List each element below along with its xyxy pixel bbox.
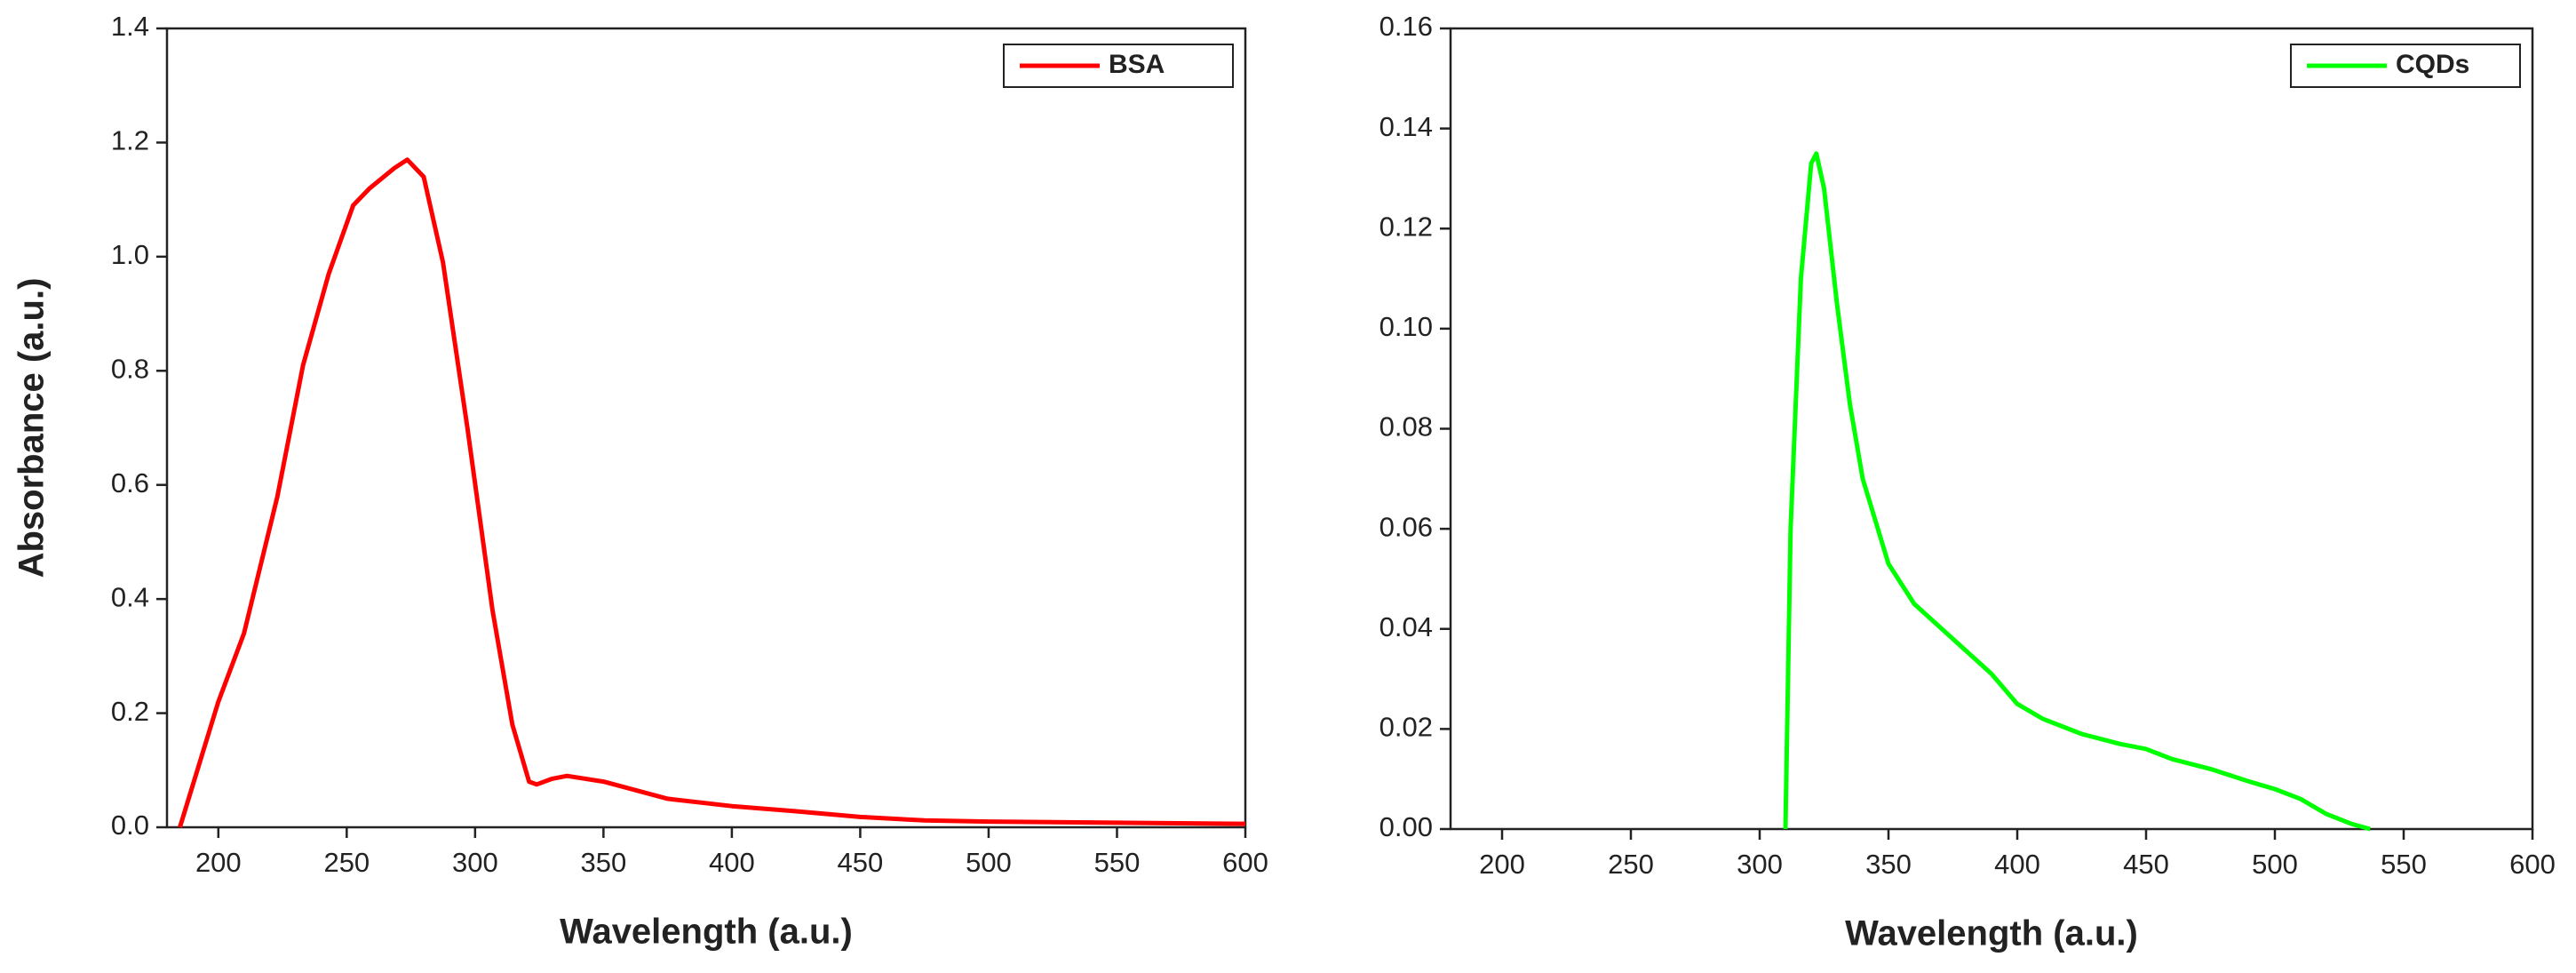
y-tick-label: 0.14 [1379, 111, 1433, 142]
x-tick-label: 400 [1994, 849, 2040, 880]
x-tick-label: 600 [1222, 847, 1268, 878]
x-tick-label: 200 [1479, 849, 1525, 880]
legend-label: BSA [1109, 50, 1165, 79]
x-tick-label: 350 [1865, 849, 1912, 880]
y-tick-label: 1.4 [111, 11, 149, 42]
y-tick-label: 0.06 [1379, 511, 1433, 542]
x-tick-label: 200 [195, 847, 242, 878]
x-tick-label: 300 [1737, 849, 1783, 880]
x-axis-title: Wavelength (a.u.) [560, 913, 853, 952]
y-tick-label: 0.6 [111, 467, 149, 498]
x-tick-label: 550 [2381, 849, 2427, 880]
x-tick-label: 550 [1094, 847, 1141, 878]
y-tick-label: 0.16 [1379, 11, 1433, 42]
legend-label: CQDs [2396, 50, 2469, 79]
y-tick-label: 0.04 [1379, 611, 1433, 642]
x-axis-title: Wavelength (a.u.) [1845, 914, 2138, 953]
x-tick-label: 600 [2509, 849, 2556, 880]
data-line [178, 157, 1246, 828]
y-tick-label: 0.02 [1379, 712, 1433, 743]
y-tick-label: 1.0 [111, 239, 149, 270]
x-tick-label: 450 [838, 847, 884, 878]
x-tick-label: 500 [2252, 849, 2298, 880]
y-tick-label: 0.12 [1379, 211, 1433, 242]
y-tick-label: 0.2 [111, 696, 149, 727]
x-tick-label: 350 [581, 847, 627, 878]
plot-frame [165, 27, 1247, 829]
x-tick-label: 300 [452, 847, 498, 878]
y-tick-label: 0.08 [1379, 411, 1433, 443]
data-line [1783, 151, 2371, 832]
y-tick-label: 0.4 [111, 581, 149, 612]
x-tick-label: 400 [709, 847, 755, 878]
plot-frame [1449, 27, 2534, 831]
y-axis-title: Absorbance (a.u.) [12, 278, 52, 578]
y-tick-label: 0.00 [1379, 811, 1433, 842]
x-tick-label: 500 [966, 847, 1012, 878]
y-tick-label: 0.0 [111, 810, 149, 841]
y-tick-label: 0.8 [111, 353, 149, 384]
y-tick-label: 1.2 [111, 125, 149, 156]
x-tick-label: 450 [2123, 849, 2169, 880]
x-tick-label: 250 [1608, 849, 1654, 880]
y-tick-label: 0.10 [1379, 311, 1433, 342]
x-tick-label: 250 [323, 847, 370, 878]
